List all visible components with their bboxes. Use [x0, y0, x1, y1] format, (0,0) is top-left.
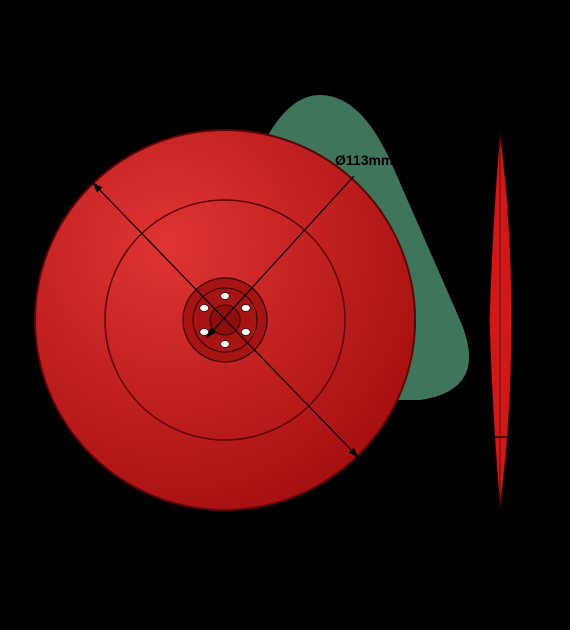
bolt-hole: [221, 341, 230, 348]
outer-diameter-label: Ø560mm: [55, 152, 114, 168]
bolt-hole: [241, 305, 250, 312]
disc-side-view: [489, 130, 512, 510]
bolt-hole: [241, 329, 250, 336]
side-profile: [489, 130, 512, 510]
bolt-hole: [221, 293, 230, 300]
bolt-hole: [200, 329, 209, 336]
bolt-hole: [200, 305, 209, 312]
technical-drawing: Ø560mm Ø113mm 35mm: [0, 0, 570, 630]
bolt-circle-label: Ø113mm: [335, 152, 393, 168]
depth-label: 35mm: [428, 427, 468, 443]
